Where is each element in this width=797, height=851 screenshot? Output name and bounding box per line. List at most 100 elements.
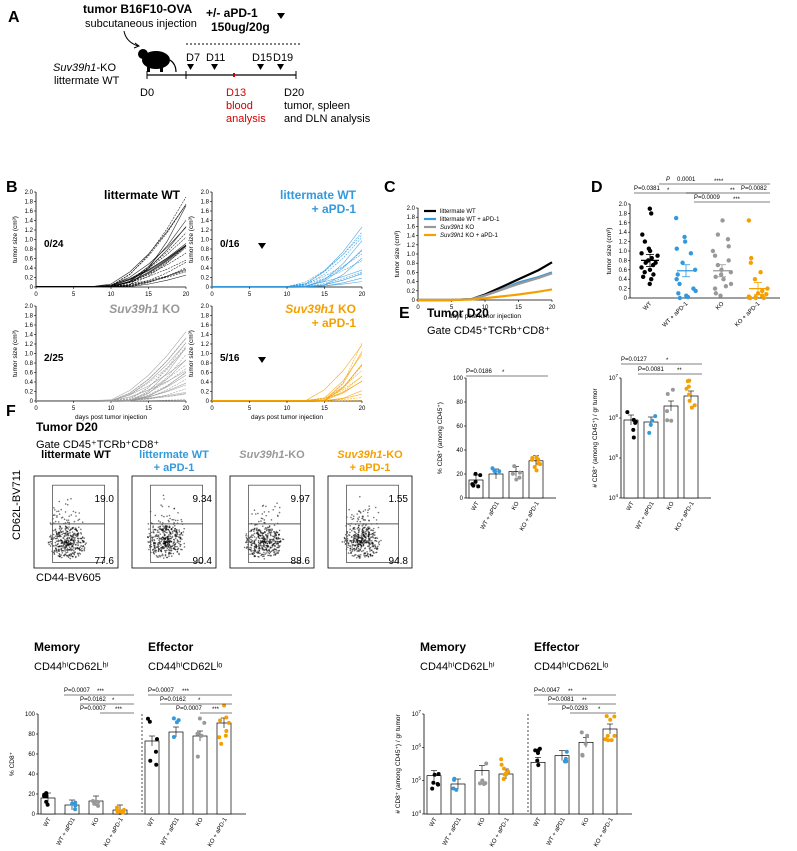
flow-event <box>361 550 363 553</box>
flow-event <box>367 527 370 530</box>
f-right-point <box>564 759 569 764</box>
flow-event <box>374 544 376 546</box>
flow-event <box>266 540 268 543</box>
f-left-ytick-label: 100 <box>25 712 36 718</box>
panel-a: A tumor B16F10-OVA subcutaneous injectio… <box>8 2 371 125</box>
flow-event <box>362 537 364 540</box>
flow-event <box>183 546 186 548</box>
flow-event <box>65 531 67 534</box>
flow-event <box>369 550 371 552</box>
flow-event <box>358 534 360 537</box>
flow-event <box>57 510 60 513</box>
e-right-point <box>685 379 690 384</box>
flow-event <box>162 525 164 527</box>
flow-event <box>170 548 173 550</box>
f-left-xtick-label: WT <box>147 817 157 828</box>
flow-event <box>273 531 276 533</box>
d-point <box>753 295 759 301</box>
e-right-point <box>687 392 692 397</box>
f-left-point <box>195 731 200 736</box>
flow-event <box>364 556 366 558</box>
flow-event <box>52 551 55 554</box>
d-point <box>647 206 653 211</box>
f-right-point <box>612 714 617 719</box>
flow-event <box>277 544 280 547</box>
flow-event <box>68 537 70 540</box>
flow-lower-value: 77.6 <box>95 556 115 567</box>
flow-event <box>57 539 60 542</box>
flow-event <box>164 540 166 543</box>
d-star-1: * <box>667 188 670 194</box>
flow-event <box>355 547 358 550</box>
flow-event <box>365 554 368 557</box>
flow-event <box>172 547 175 550</box>
d-point <box>713 291 719 296</box>
flow-event <box>57 521 60 523</box>
e-right-star2: ** <box>677 368 682 374</box>
flow-event <box>367 541 369 544</box>
flow-event <box>173 529 175 532</box>
flow-event <box>279 540 282 542</box>
flow-event <box>266 549 268 552</box>
f-left-point <box>148 758 153 763</box>
flow-event <box>72 543 75 546</box>
e-right-point <box>665 392 670 397</box>
flow-event <box>268 554 270 557</box>
flow-event <box>73 532 75 535</box>
flow-event <box>376 547 379 550</box>
day-d13: D13 <box>226 87 246 99</box>
e-left-point <box>510 471 515 476</box>
flow-event <box>246 539 249 542</box>
d-point <box>761 295 767 301</box>
flow-event <box>158 539 160 541</box>
flow-event <box>64 539 66 541</box>
flow-event <box>364 531 367 533</box>
flow-event <box>366 545 369 548</box>
flow-event <box>55 531 58 534</box>
flow-event <box>357 526 360 529</box>
flow-event <box>358 510 360 513</box>
f-right-bar <box>554 755 570 815</box>
b-xtick-label: 20 <box>359 406 366 412</box>
flow-event <box>171 532 174 534</box>
b-xtick-label: 0 <box>34 406 38 412</box>
f-right-eff: Effector <box>534 640 580 654</box>
f-right-point <box>580 752 585 757</box>
flow-event <box>158 536 160 538</box>
f-left-point <box>154 737 159 742</box>
flow-event <box>268 542 271 544</box>
flow-event <box>264 528 266 530</box>
flow-event <box>168 539 170 541</box>
flow-event <box>251 513 253 515</box>
flow-event <box>374 531 376 534</box>
c-legend-label: littermate WT <box>440 209 476 215</box>
flow-event <box>156 531 159 533</box>
flow-event <box>275 548 278 551</box>
flow-event <box>362 531 364 534</box>
flow-event <box>257 548 260 550</box>
flow-event <box>357 545 359 548</box>
c-xtick-label: 10 <box>482 305 489 311</box>
f-left-point <box>44 791 49 796</box>
flow-event <box>168 520 170 523</box>
flow-event <box>350 529 353 532</box>
flow-event <box>57 540 60 543</box>
b-curve <box>36 245 187 287</box>
treatment-triangle-icon <box>277 13 285 19</box>
panel-d-label: D <box>591 179 603 196</box>
flow-event <box>260 517 263 520</box>
flow-event <box>270 546 272 549</box>
flow-event <box>363 554 365 557</box>
f-left-point <box>171 735 176 740</box>
flow-event <box>352 517 355 520</box>
flow-event <box>344 539 346 542</box>
flow-event <box>372 536 375 539</box>
flow-frame <box>131 475 217 569</box>
flow-event <box>368 519 370 522</box>
flow-event <box>64 550 67 552</box>
flow-event <box>163 530 165 533</box>
flow-event <box>245 541 247 544</box>
flow-event <box>76 530 79 533</box>
flow-event <box>255 547 258 549</box>
